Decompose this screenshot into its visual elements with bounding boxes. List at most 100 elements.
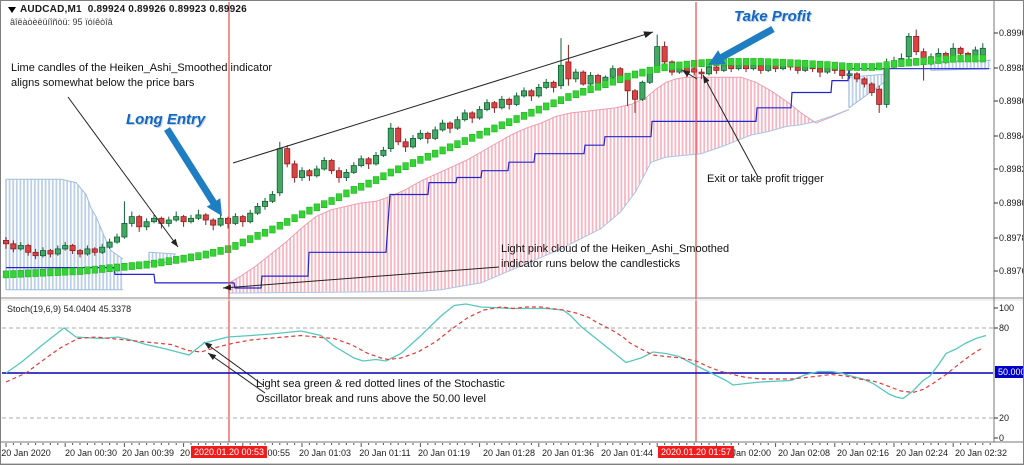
heiken-ashi-square bbox=[483, 127, 491, 136]
time-axis-label: 20 Jan 01:44 bbox=[600, 448, 654, 458]
candle-body bbox=[846, 73, 853, 76]
candle-body bbox=[587, 75, 594, 85]
arrow-head bbox=[170, 238, 178, 247]
candle-body bbox=[210, 219, 217, 226]
candle-body bbox=[47, 250, 54, 255]
candle-body bbox=[195, 214, 202, 219]
symbol-dropdown-icon[interactable] bbox=[8, 7, 16, 13]
annotation-line bbox=[203, 341, 264, 386]
vline-time-badge: 2020.01.20 00:53 bbox=[190, 446, 268, 458]
heiken-ashi-square bbox=[757, 58, 764, 66]
candle-body bbox=[957, 47, 964, 54]
heiken-ashi-square bbox=[543, 102, 550, 111]
heiken-ashi-square bbox=[550, 99, 557, 108]
heiken-ashi-square bbox=[165, 257, 172, 265]
heiken-ashi-square bbox=[587, 85, 594, 94]
pink-cloud-annotation-line2: indicator runs below the candlesticks bbox=[501, 258, 681, 270]
candle-body bbox=[765, 64, 772, 71]
heiken-ashi-square bbox=[868, 63, 875, 71]
heiken-ashi-square bbox=[380, 172, 387, 181]
heiken-ashi-square bbox=[395, 165, 402, 174]
heiken-ashi-square bbox=[735, 58, 742, 66]
candle-body bbox=[202, 214, 209, 221]
trend-channel-line bbox=[232, 31, 654, 164]
heiken-ashi-square bbox=[454, 140, 461, 148]
heiken-ashi-square bbox=[506, 118, 513, 126]
candle-body bbox=[550, 81, 557, 88]
heiken-ashi-square bbox=[143, 260, 150, 269]
heiken-ashi-square bbox=[261, 228, 269, 237]
heiken-ashi-square bbox=[439, 146, 446, 155]
heiken-ashi-square bbox=[298, 210, 306, 219]
lime-candles-annotation: Lime candles of the Heiken_Ashi_Smoothed… bbox=[11, 61, 272, 91]
candle-body bbox=[187, 217, 194, 223]
candle-body bbox=[343, 171, 350, 178]
candle-body bbox=[565, 61, 572, 80]
price-axis-label: 0.89865 bbox=[999, 96, 1023, 106]
chart-title: AUDCAD,M1 0.89924 0.89926 0.89923 0.8992… bbox=[20, 4, 247, 15]
candle-body bbox=[365, 158, 372, 165]
candle-body bbox=[469, 112, 476, 119]
candle-body bbox=[54, 248, 61, 255]
heiken-ashi-square bbox=[654, 65, 661, 73]
candle-body bbox=[99, 246, 106, 253]
candle-body bbox=[624, 78, 631, 92]
candle-body bbox=[25, 245, 32, 253]
candle-body bbox=[713, 66, 720, 71]
candle-body bbox=[306, 170, 313, 177]
candle-body bbox=[632, 90, 639, 100]
time-axis-label: 20 Jan 01:28 bbox=[482, 448, 536, 458]
heiken-ashi-square bbox=[424, 152, 431, 161]
candle-body bbox=[876, 88, 883, 105]
candle-body bbox=[757, 64, 764, 71]
heiken-ashi-square bbox=[698, 59, 705, 68]
heiken-ashi-square bbox=[839, 62, 846, 71]
heiken-ashi-square bbox=[402, 162, 409, 170]
heiken-ashi-square bbox=[683, 60, 690, 69]
candle-body bbox=[476, 109, 483, 119]
candle-body bbox=[217, 217, 224, 226]
take-profit-label: Take Profit bbox=[734, 8, 811, 25]
candle-body bbox=[535, 87, 542, 97]
heiken-ashi-square bbox=[291, 214, 298, 222]
heiken-ashi-square bbox=[10, 270, 17, 278]
pink-cloud-annotation-line1: Light pink cloud of the Heiken_Ashi_Smoo… bbox=[501, 243, 730, 255]
heiken-ashi-square bbox=[254, 232, 261, 240]
candle-body bbox=[380, 149, 387, 156]
price-axis-label: 0.89805 bbox=[999, 198, 1023, 208]
heiken-ashi-square bbox=[350, 186, 357, 194]
price-axis-label: 0.89785 bbox=[999, 233, 1023, 243]
candle-body bbox=[720, 64, 727, 71]
heiken-ashi-square bbox=[232, 242, 239, 250]
candle-body bbox=[150, 217, 157, 223]
heiken-ashi-square bbox=[853, 63, 861, 71]
heiken-ashi-square bbox=[846, 63, 853, 71]
candle-body bbox=[350, 165, 357, 173]
heiken-ashi-square bbox=[121, 262, 128, 271]
heiken-ashi-square bbox=[210, 248, 217, 257]
heiken-ashi-square bbox=[876, 62, 883, 71]
heiken-ashi-square bbox=[17, 269, 24, 278]
candle-body bbox=[269, 194, 276, 202]
heiken-ashi-square bbox=[247, 235, 254, 243]
heiken-ashi-ma-line bbox=[6, 68, 989, 289]
heiken-ashi-square bbox=[920, 57, 927, 66]
candle-body bbox=[284, 148, 291, 165]
candle-body bbox=[128, 216, 135, 224]
stochastic-annotation-line1: Light sea green & red dotted lines of th… bbox=[256, 378, 505, 390]
candle-body bbox=[691, 68, 698, 73]
heiken-ashi-square bbox=[602, 80, 609, 89]
heiken-ashi-square bbox=[39, 268, 47, 277]
candle-body bbox=[750, 64, 757, 70]
heiken-ashi-square bbox=[979, 54, 986, 63]
heiken-ashi-square bbox=[306, 206, 313, 215]
candle-body bbox=[883, 66, 890, 105]
heiken-ashi-square bbox=[335, 193, 343, 202]
heiken-ashi-square bbox=[624, 72, 631, 81]
stoch-level-badge: 50.0000 bbox=[995, 366, 1023, 378]
heiken-ashi-square bbox=[313, 203, 320, 212]
candle-body bbox=[3, 239, 9, 245]
heiken-ashi-square bbox=[276, 221, 283, 230]
time-axis-label: 20 Jan 00:30 bbox=[64, 448, 118, 458]
